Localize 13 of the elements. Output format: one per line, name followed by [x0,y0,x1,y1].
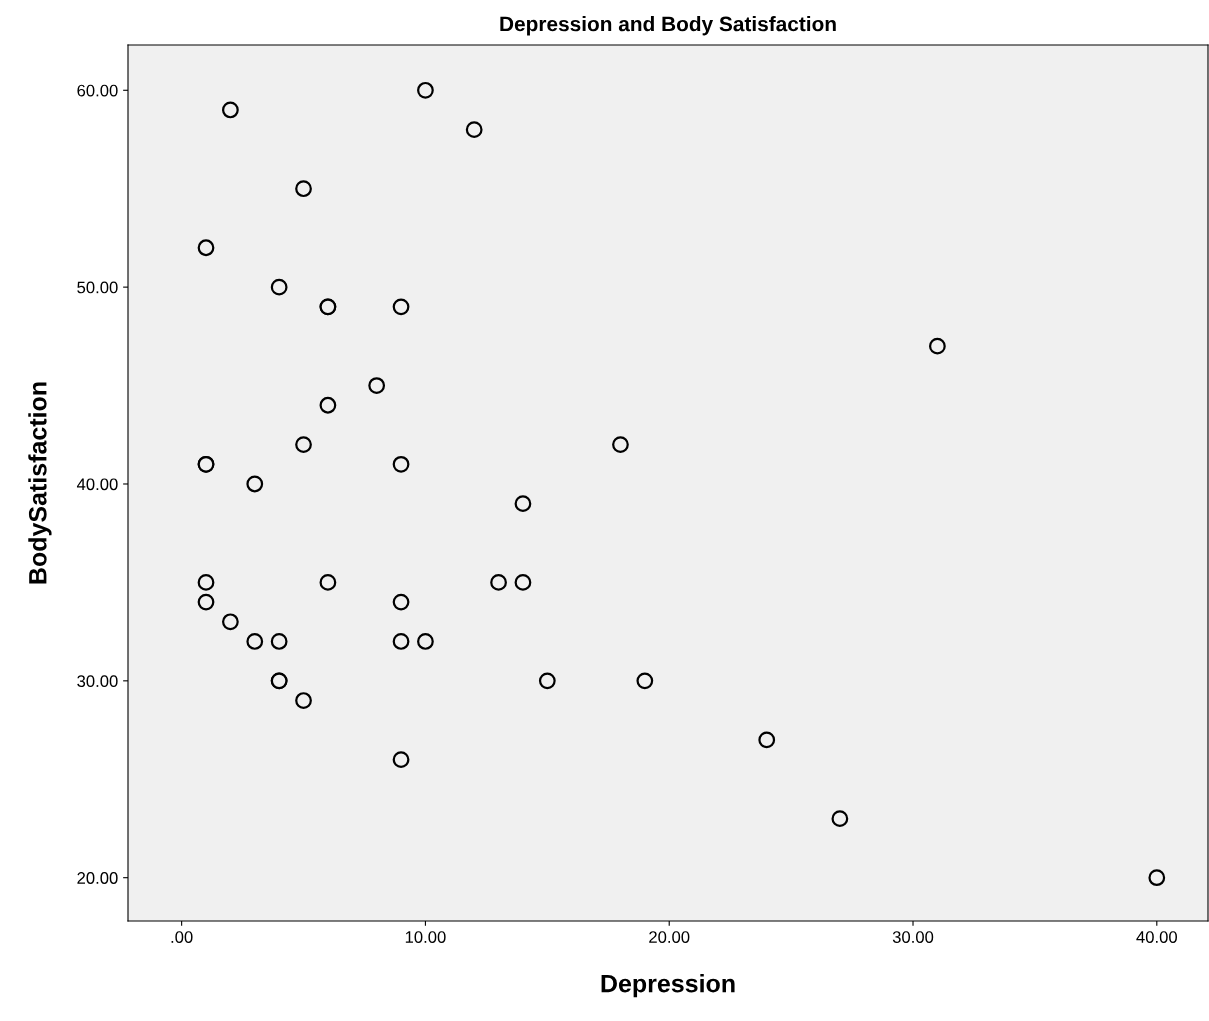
chart-title: Depression and Body Satisfaction [500,16,836,36]
x-tick-label: 10.00 [405,931,446,943]
x-tick-label: 30.00 [892,931,934,943]
x-axis-title: Depression [601,974,735,998]
y-tick-label: 20.00 [77,872,118,884]
x-tick-label: .00 [171,931,193,943]
y-axis-title: BodySatisfaction [28,382,52,584]
x-tick-label: 20.00 [649,931,690,943]
y-tick-label: 60.00 [77,84,118,97]
x-tick-label: 40.00 [1136,931,1178,943]
y-tick-label: 40.00 [76,478,118,491]
y-tick-label: 50.00 [77,281,118,294]
y-tick-label: 30.00 [77,675,118,688]
